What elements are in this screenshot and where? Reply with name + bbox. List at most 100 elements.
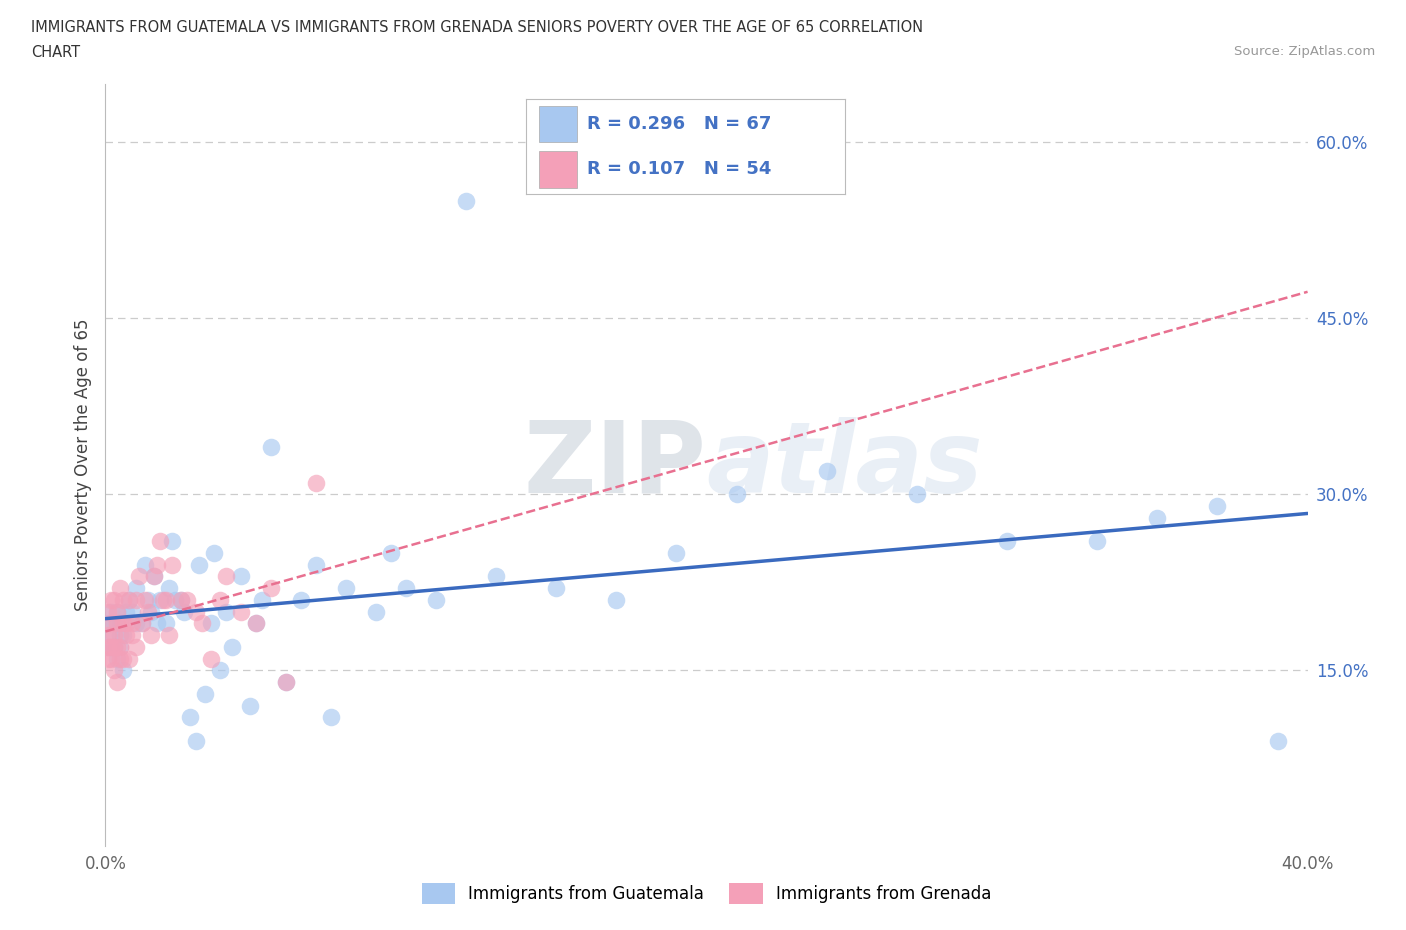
Legend: Immigrants from Guatemala, Immigrants from Grenada: Immigrants from Guatemala, Immigrants fr…: [415, 877, 998, 910]
Point: [115, 604, 138, 619]
Point: [245, 616, 267, 631]
Point: [110, 628, 132, 643]
Point: [107, 640, 129, 655]
Point: [103, 616, 125, 631]
Point: [208, 592, 231, 607]
Point: [725, 487, 748, 502]
Point: [100, 628, 122, 643]
Point: [131, 616, 153, 631]
Point: [142, 569, 165, 584]
Point: [274, 674, 297, 689]
Point: [134, 557, 156, 572]
Point: [112, 628, 135, 643]
Point: [221, 640, 243, 655]
Point: [107, 604, 129, 619]
Point: [97, 640, 120, 655]
Point: [250, 592, 273, 607]
Point: [118, 592, 141, 607]
Point: [112, 592, 135, 607]
Point: [145, 557, 167, 572]
Point: [380, 546, 402, 561]
Point: [208, 663, 231, 678]
Point: [665, 546, 688, 561]
Point: [148, 592, 170, 607]
Point: [364, 604, 387, 619]
Point: [425, 592, 447, 607]
Point: [169, 592, 191, 607]
Point: [136, 592, 159, 607]
Point: [176, 592, 198, 607]
Point: [485, 569, 508, 584]
Point: [148, 534, 170, 549]
Point: [124, 640, 146, 655]
Point: [202, 546, 225, 561]
Point: [124, 592, 146, 607]
Point: [110, 616, 132, 631]
Point: [110, 651, 132, 666]
Point: [157, 628, 180, 643]
Point: [100, 592, 122, 607]
Point: [128, 569, 150, 584]
Point: [139, 628, 162, 643]
Point: [179, 710, 201, 724]
Point: [110, 640, 132, 655]
Point: [103, 628, 125, 643]
Text: atlas: atlas: [707, 417, 983, 513]
Point: [260, 440, 283, 455]
Point: [1267, 733, 1289, 748]
Text: ZIP: ZIP: [523, 417, 707, 513]
Point: [100, 651, 122, 666]
Point: [97, 628, 120, 643]
Point: [245, 616, 267, 631]
Point: [115, 628, 138, 643]
Point: [118, 651, 141, 666]
Text: Source: ZipAtlas.com: Source: ZipAtlas.com: [1234, 45, 1375, 58]
Point: [115, 616, 138, 631]
Point: [110, 640, 132, 655]
Point: [155, 592, 177, 607]
Point: [103, 640, 125, 655]
Point: [155, 616, 177, 631]
Point: [169, 592, 191, 607]
Point: [184, 604, 207, 619]
Point: [136, 604, 159, 619]
Point: [546, 580, 568, 595]
Point: [995, 534, 1018, 549]
Point: [100, 604, 122, 619]
Point: [157, 580, 180, 595]
Point: [260, 580, 283, 595]
Point: [1206, 498, 1229, 513]
Point: [121, 616, 143, 631]
Point: [190, 616, 212, 631]
Point: [124, 580, 146, 595]
Point: [103, 640, 125, 655]
Point: [1146, 511, 1168, 525]
Point: [214, 604, 236, 619]
Point: [97, 616, 120, 631]
Point: [145, 616, 167, 631]
Text: IMMIGRANTS FROM GUATEMALA VS IMMIGRANTS FROM GRENADA SENIORS POVERTY OVER THE AG: IMMIGRANTS FROM GUATEMALA VS IMMIGRANTS …: [31, 20, 924, 35]
Point: [229, 569, 252, 584]
Point: [1085, 534, 1108, 549]
Point: [290, 592, 312, 607]
Point: [335, 580, 357, 595]
Point: [239, 698, 262, 713]
Point: [187, 557, 209, 572]
Point: [194, 686, 217, 701]
Point: [97, 651, 120, 666]
Point: [124, 616, 146, 631]
Point: [214, 569, 236, 584]
Point: [142, 569, 165, 584]
Point: [319, 710, 342, 724]
Point: [229, 604, 252, 619]
Point: [163, 592, 186, 607]
Point: [905, 487, 928, 502]
Point: [605, 592, 627, 607]
Point: [97, 604, 120, 619]
Point: [274, 674, 297, 689]
Point: [131, 616, 153, 631]
Point: [160, 534, 183, 549]
Point: [100, 640, 122, 655]
Point: [103, 592, 125, 607]
Point: [395, 580, 418, 595]
